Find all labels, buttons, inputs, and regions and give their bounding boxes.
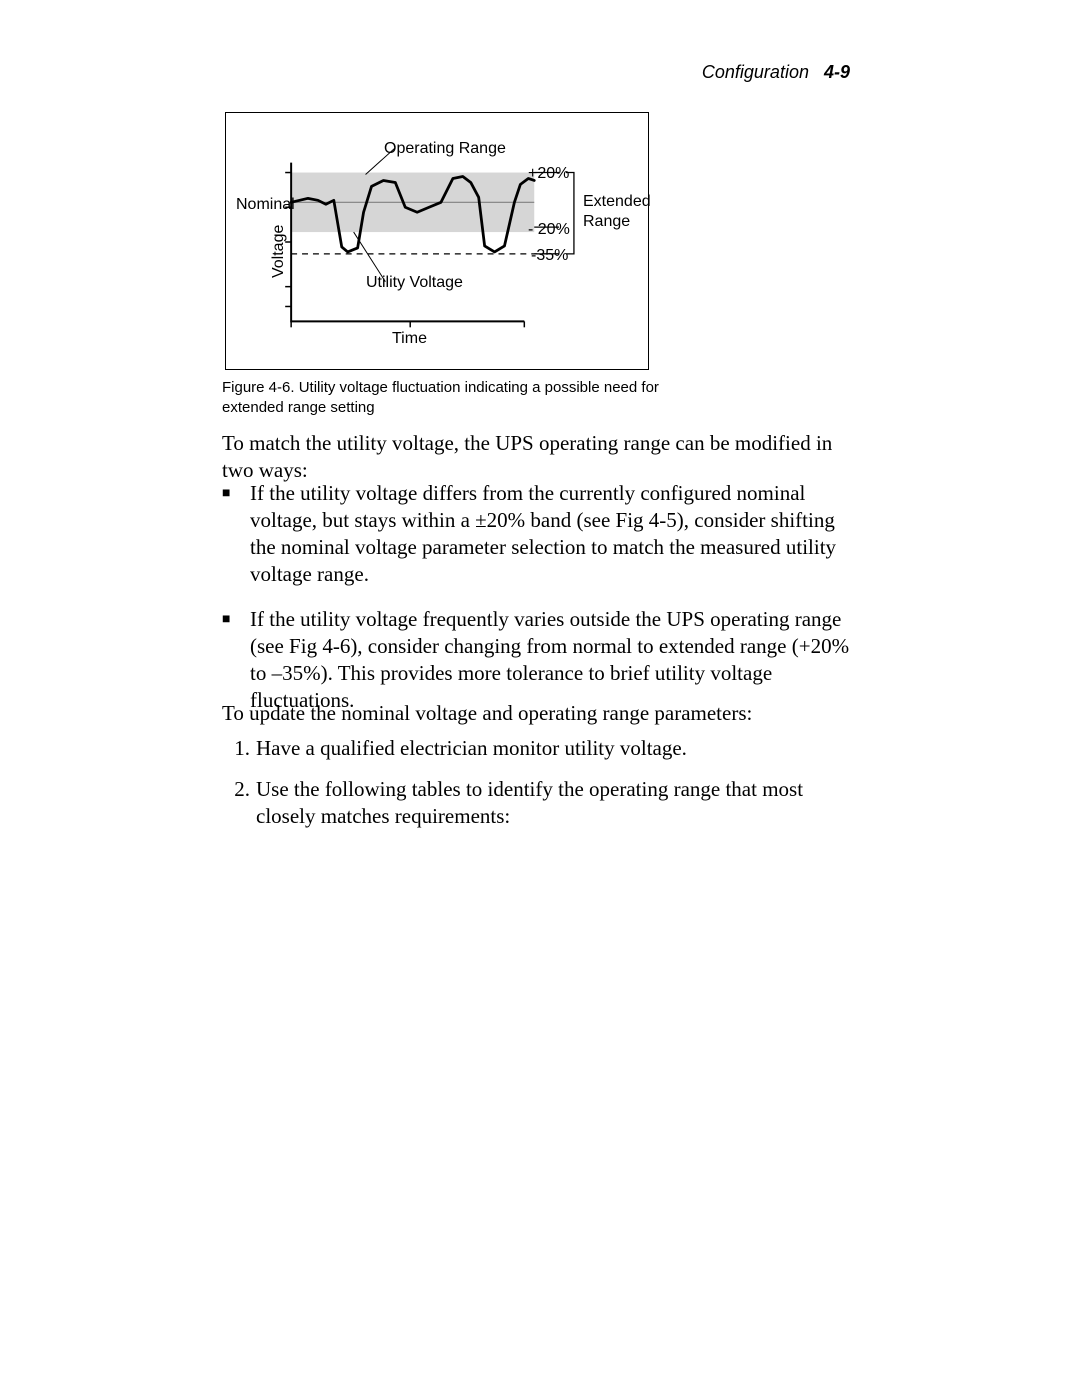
step-text: Have a qualified electrician monitor uti…: [256, 735, 862, 762]
list-item: 2. Use the following tables to identify …: [222, 776, 862, 830]
minus35-label: -35%: [531, 247, 568, 265]
extended-range-label-2: Range: [583, 213, 630, 231]
bullet-text: If the utility voltage frequently varies…: [250, 606, 862, 714]
bullet-list: ■ If the utility voltage differs from th…: [222, 480, 862, 732]
header-page: 4-9: [824, 62, 850, 82]
figure-caption: Figure 4-6. Utility voltage fluctuation …: [222, 378, 692, 418]
extended-range-bracket: [566, 173, 574, 254]
list-item: ■ If the utility voltage differs from th…: [222, 480, 862, 588]
header-section: Configuration: [702, 62, 809, 82]
plus20-label: +20%: [528, 165, 569, 183]
list-item: ■ If the utility voltage frequently vari…: [222, 606, 862, 714]
intro-paragraph: To match the utility voltage, the UPS op…: [222, 430, 862, 484]
time-axis-label: Time: [392, 330, 427, 348]
numbered-list: 1. Have a qualified electrician monitor …: [222, 735, 862, 844]
page-header: Configuration 4-9: [702, 62, 850, 83]
number-marker: 1.: [222, 735, 256, 762]
percent-ticks: [534, 173, 559, 254]
step-text: Use the following tables to identify the…: [256, 776, 862, 830]
bullet-icon: ■: [222, 480, 250, 588]
utility-voltage-label: Utility Voltage: [366, 274, 463, 292]
nominal-label: Nominal: [236, 196, 295, 214]
number-marker: 2.: [222, 776, 256, 830]
bullet-icon: ■: [222, 606, 250, 714]
operating-range-label: Operating Range: [384, 140, 506, 158]
voltage-axis-label: Voltage: [270, 225, 288, 278]
bullet-text: If the utility voltage differs from the …: [250, 480, 862, 588]
procedure-intro: To update the nominal voltage and operat…: [222, 700, 862, 727]
extended-range-label-1: Extended: [583, 193, 651, 211]
figure-4-6: Operating Range Nominal Utility Voltage …: [225, 112, 649, 370]
list-item: 1. Have a qualified electrician monitor …: [222, 735, 862, 762]
minus20-label: - 20%: [528, 221, 570, 239]
